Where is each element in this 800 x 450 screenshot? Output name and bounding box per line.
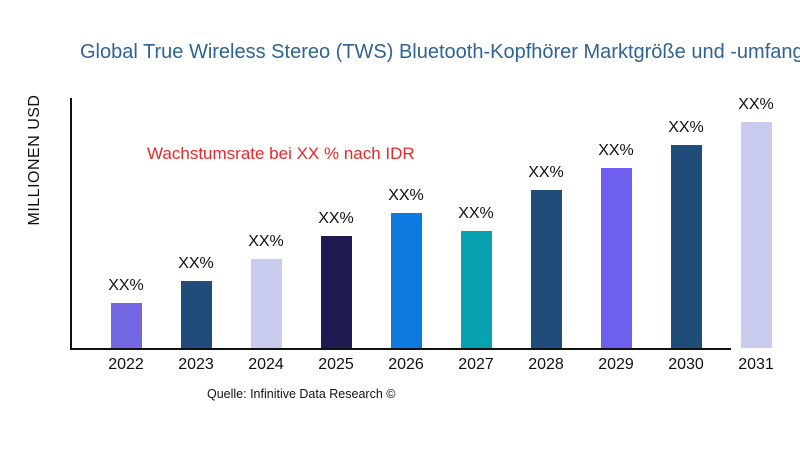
bar-value-label-2025: XX% xyxy=(318,210,354,227)
x-tick-label-2023: 2023 xyxy=(178,356,214,373)
x-tick-label-2025: 2025 xyxy=(318,356,354,373)
y-axis-line xyxy=(70,98,72,350)
bar-2030 xyxy=(670,145,702,348)
x-tick-label-2030: 2030 xyxy=(668,356,704,373)
bar-value-label-2024: XX% xyxy=(248,233,284,250)
bar-value-label-2023: XX% xyxy=(178,255,214,272)
y-axis-label: MILLIONEN USD xyxy=(26,94,43,226)
bar-value-label-2030: XX% xyxy=(668,119,704,136)
x-tick-label-2028: 2028 xyxy=(528,356,564,373)
growth-rate-annotation: Wachstumsrate bei XX % nach IDR xyxy=(147,144,415,163)
chart-title: Global True Wireless Stereo (TWS) Blueto… xyxy=(80,41,800,63)
bar-2027 xyxy=(460,231,492,348)
bar-2029 xyxy=(600,168,632,348)
bar-value-label-2028: XX% xyxy=(528,164,564,181)
bar-2026 xyxy=(390,213,422,348)
x-tick-label-2026: 2026 xyxy=(388,356,424,373)
bar-2028 xyxy=(530,190,562,348)
bar-2031 xyxy=(740,122,772,348)
bar-value-label-2029: XX% xyxy=(598,142,634,159)
bar-2022 xyxy=(110,303,142,348)
bar-2023 xyxy=(180,281,212,348)
x-tick-label-2022: 2022 xyxy=(108,356,144,373)
x-tick-label-2029: 2029 xyxy=(598,356,634,373)
bar-value-label-2027: XX% xyxy=(458,205,494,222)
bar-2025 xyxy=(320,236,352,348)
bar-value-label-2031: XX% xyxy=(738,96,774,113)
x-tick-label-2024: 2024 xyxy=(248,356,284,373)
x-tick-label-2027: 2027 xyxy=(458,356,494,373)
bar-value-label-2026: XX% xyxy=(388,187,424,204)
bar-value-label-2022: XX% xyxy=(108,277,144,294)
x-tick-label-2031: 2031 xyxy=(738,356,774,373)
source-note: Quelle: Infinitive Data Research © xyxy=(207,387,396,401)
x-axis-line xyxy=(70,348,731,350)
bar-2024 xyxy=(250,259,282,348)
